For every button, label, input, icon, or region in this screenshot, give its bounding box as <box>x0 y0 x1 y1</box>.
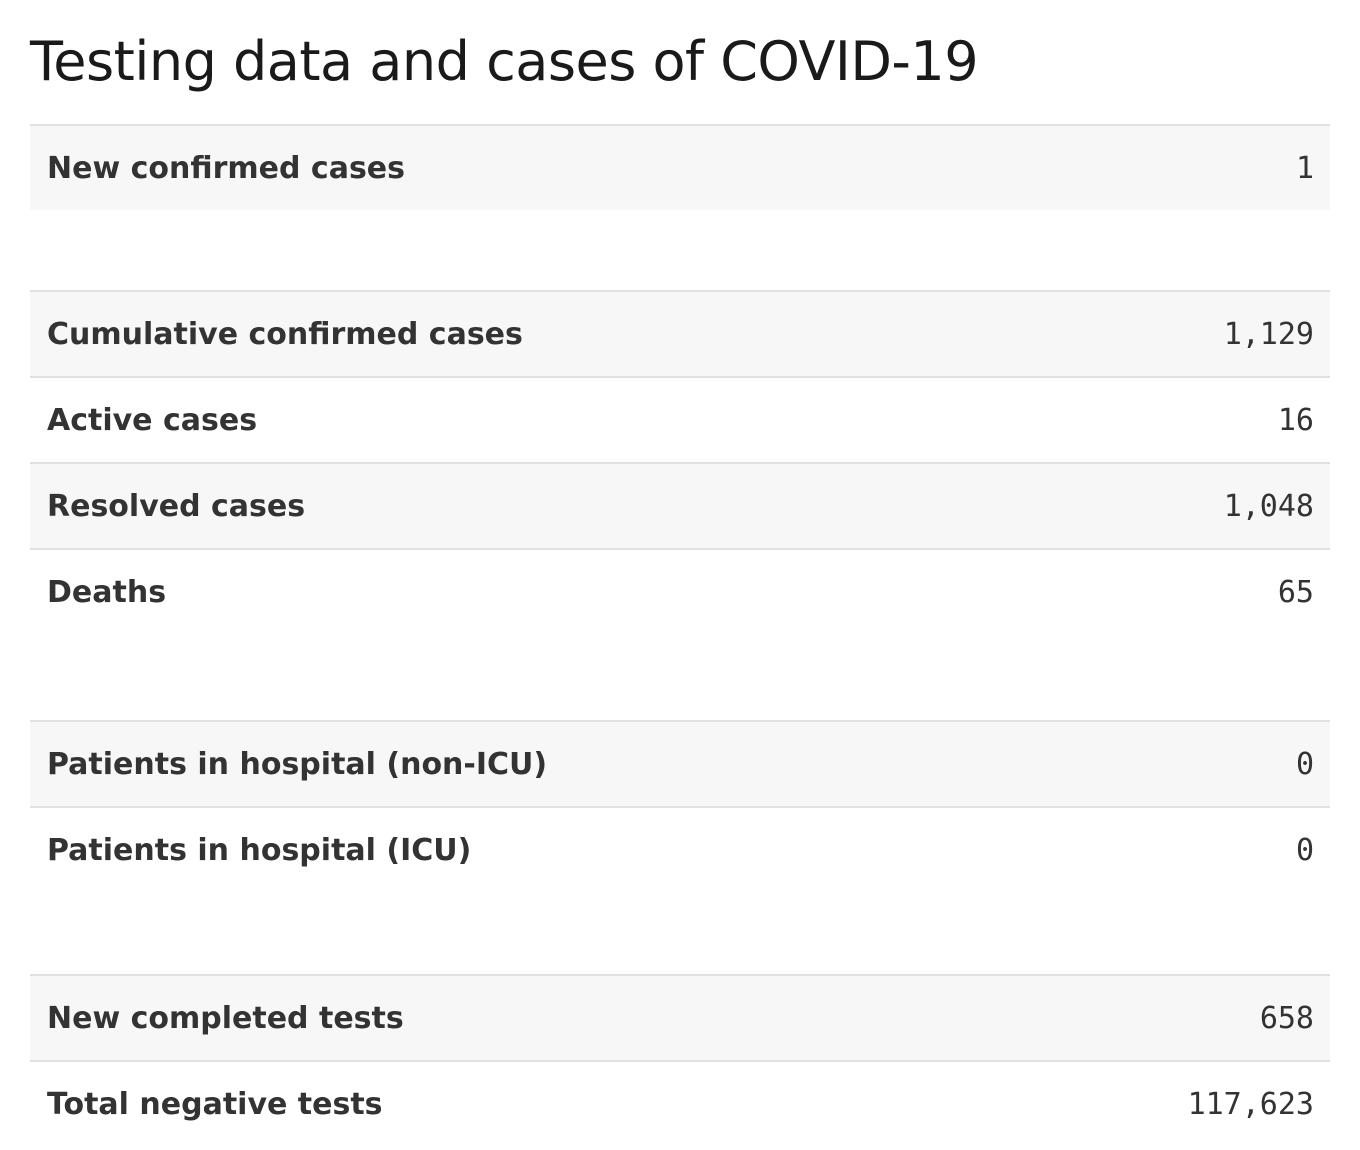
row-value: 658 <box>1259 1000 1314 1036</box>
row-label: New confirmed cases <box>47 150 406 186</box>
table-row: Deaths 65 <box>30 548 1330 634</box>
row-value: 16 <box>1277 402 1314 438</box>
row-label: Active cases <box>47 402 258 438</box>
table-row: Cumulative confirmed cases 1,129 <box>30 290 1330 376</box>
row-value: 1,048 <box>1223 488 1314 524</box>
row-value: 0 <box>1295 832 1314 868</box>
table-row: Active cases 16 <box>30 376 1330 462</box>
row-value: 1,129 <box>1223 316 1314 352</box>
row-label: Patients in hospital (ICU) <box>47 832 472 868</box>
row-label: Deaths <box>47 574 167 610</box>
table-row: New confirmed cases 1 <box>30 124 1330 210</box>
row-label: Patients in hospital (non-ICU) <box>47 746 548 782</box>
table-row: Patients in hospital (non-ICU) 0 <box>30 720 1330 806</box>
stats-group-case-totals: Cumulative confirmed cases 1,129 Active … <box>30 290 1330 634</box>
row-value: 117,623 <box>1187 1086 1314 1122</box>
stats-group-new-cases: New confirmed cases 1 <box>30 124 1330 210</box>
row-label: Total negative tests <box>47 1086 383 1122</box>
table-row: New completed tests 658 <box>30 974 1330 1060</box>
stats-group-hospital: Patients in hospital (non-ICU) 0 Patient… <box>30 720 1330 892</box>
row-label: Resolved cases <box>47 488 306 524</box>
table-row: Total negative tests 117,623 <box>30 1060 1330 1146</box>
row-value: 65 <box>1277 574 1314 610</box>
row-label: Cumulative confirmed cases <box>47 316 523 352</box>
row-label: New completed tests <box>47 1000 404 1036</box>
stats-group-tests: New completed tests 658 Total negative t… <box>30 974 1330 1146</box>
page-title: Testing data and cases of COVID-19 <box>30 30 979 93</box>
table-row: Patients in hospital (ICU) 0 <box>30 806 1330 892</box>
table-row: Resolved cases 1,048 <box>30 462 1330 548</box>
row-value: 0 <box>1295 746 1314 782</box>
row-value: 1 <box>1295 150 1314 186</box>
